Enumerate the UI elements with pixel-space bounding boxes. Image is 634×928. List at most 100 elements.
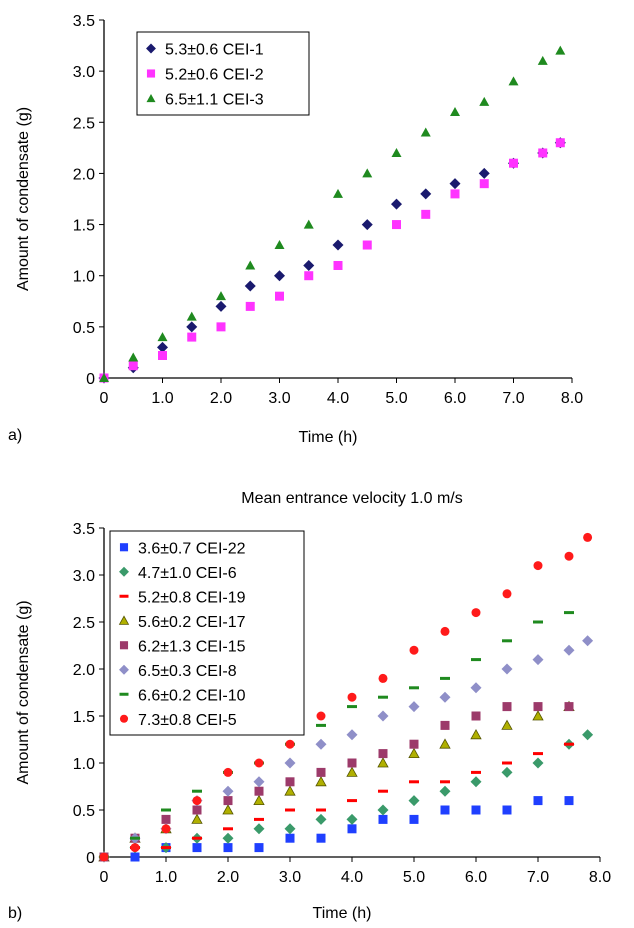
- data-point: [378, 789, 388, 793]
- chart-panel-b: 0 1.0 2.0 3.0 4.0 5.0 6.0 7.0 8.0 0 0.5 1.0 1.5 2.0 2.…: [8, 490, 611, 922]
- data-point: [409, 686, 419, 690]
- legend-marker: [119, 566, 129, 577]
- series-6.5±1.1 CEI-3: [99, 45, 566, 382]
- data-point: [187, 332, 197, 342]
- chart-panel-a: 0 1.0 2.0 3.0 4.0 5.0 6.0 7.0 8.0 0 0.5 1.0 1.5 2.0 2.…: [8, 13, 583, 446]
- chart-title: Mean entrance velocity 1.0 m/s: [241, 490, 462, 507]
- legend-item: 5.6±0.2 CEI-17: [118, 614, 246, 631]
- legend-item: 5.3±0.6 CEI-1: [146, 42, 264, 59]
- data-point: [245, 260, 256, 270]
- y-tick-label: 0: [86, 371, 95, 388]
- data-point: [128, 361, 138, 371]
- data-point: [533, 752, 543, 756]
- legend-item: 5.2±0.6 CEI-2: [146, 67, 264, 84]
- data-point: [555, 45, 566, 55]
- x-tick-label: 4.0: [341, 869, 363, 886]
- data-point: [409, 739, 419, 749]
- data-point: [450, 189, 460, 199]
- data-point: [284, 757, 296, 769]
- series-7.3±0.8 CEI-5: [99, 532, 593, 862]
- data-point: [130, 852, 140, 862]
- data-point: [439, 738, 451, 749]
- x-tick-label: 7.0: [527, 869, 549, 886]
- legend-label: 6.6±0.2 CEI-10: [138, 687, 246, 704]
- legend-item: 5.2±0.8 CEI-19: [119, 589, 246, 606]
- data-point: [216, 291, 226, 301]
- data-point: [316, 808, 326, 812]
- legend-marker: [118, 615, 130, 625]
- data-point: [192, 796, 202, 806]
- data-point: [161, 814, 171, 824]
- y-axis-label: Amount of condensate (g): [15, 107, 32, 291]
- data-point: [274, 240, 285, 250]
- x-tick-label: 3.0: [268, 390, 290, 407]
- data-point: [408, 795, 420, 807]
- legend-marker: [119, 641, 129, 650]
- x-tick-label: 8.0: [589, 869, 611, 886]
- data-point: [470, 728, 482, 740]
- y-tick-label: 1.5: [73, 218, 95, 235]
- data-point: [316, 711, 326, 721]
- data-point: [332, 239, 344, 251]
- data-point: [502, 589, 512, 599]
- legend-label: 4.7±1.0 CEI-6: [138, 565, 237, 582]
- data-point: [378, 673, 388, 683]
- data-point: [508, 76, 519, 86]
- data-point: [533, 702, 543, 712]
- data-point: [420, 188, 432, 200]
- data-point: [315, 813, 327, 825]
- x-tick-label: 1.0: [151, 390, 173, 407]
- legend-item: 6.5±0.3 CEI-8: [119, 663, 237, 680]
- data-point: [130, 836, 140, 840]
- data-point: [478, 167, 490, 179]
- data-point: [347, 705, 357, 709]
- data-point: [479, 96, 490, 106]
- data-point: [391, 147, 402, 157]
- data-point: [471, 770, 481, 774]
- data-point: [409, 814, 419, 824]
- data-point: [316, 723, 326, 727]
- data-point: [254, 817, 264, 821]
- data-point: [532, 710, 544, 721]
- data-point: [440, 626, 450, 636]
- data-point: [378, 814, 388, 824]
- data-point: [222, 832, 234, 844]
- data-point: [408, 701, 420, 713]
- data-point: [333, 260, 343, 270]
- x-tick-label: 2.0: [217, 869, 239, 886]
- x-tick-label: 0: [100, 869, 109, 886]
- data-point: [285, 808, 295, 812]
- data-point: [501, 719, 513, 730]
- data-point: [538, 148, 548, 158]
- data-point: [563, 644, 575, 656]
- data-point: [377, 710, 389, 722]
- data-point: [537, 55, 548, 65]
- data-point: [254, 786, 264, 796]
- data-point: [440, 720, 450, 730]
- data-point: [253, 823, 265, 835]
- legend-label: 5.6±0.2 CEI-17: [138, 614, 246, 631]
- x-tick-label: 1.0: [155, 869, 177, 886]
- legend-item: 6.6±0.2 CEI-10: [119, 687, 246, 704]
- x-tick-label: 6.0: [444, 390, 466, 407]
- data-point: [470, 776, 482, 788]
- data-point: [216, 322, 226, 332]
- data-point: [533, 561, 543, 571]
- x-tick-label: 5.0: [403, 869, 425, 886]
- data-point: [304, 271, 314, 281]
- data-point: [362, 168, 373, 178]
- data-point: [440, 780, 450, 784]
- data-point: [532, 757, 544, 769]
- y-tick-label: 2.0: [73, 662, 95, 679]
- data-point: [555, 138, 565, 148]
- data-point: [347, 758, 357, 768]
- data-point: [303, 219, 314, 229]
- data-point: [361, 219, 373, 231]
- panel-label: b): [8, 905, 22, 922]
- data-point: [244, 280, 256, 292]
- data-point: [471, 805, 481, 815]
- data-point: [222, 804, 234, 815]
- legend-box: [109, 530, 305, 736]
- legend-item: 7.3±0.8 CEI-5: [119, 712, 237, 729]
- data-point: [564, 702, 574, 712]
